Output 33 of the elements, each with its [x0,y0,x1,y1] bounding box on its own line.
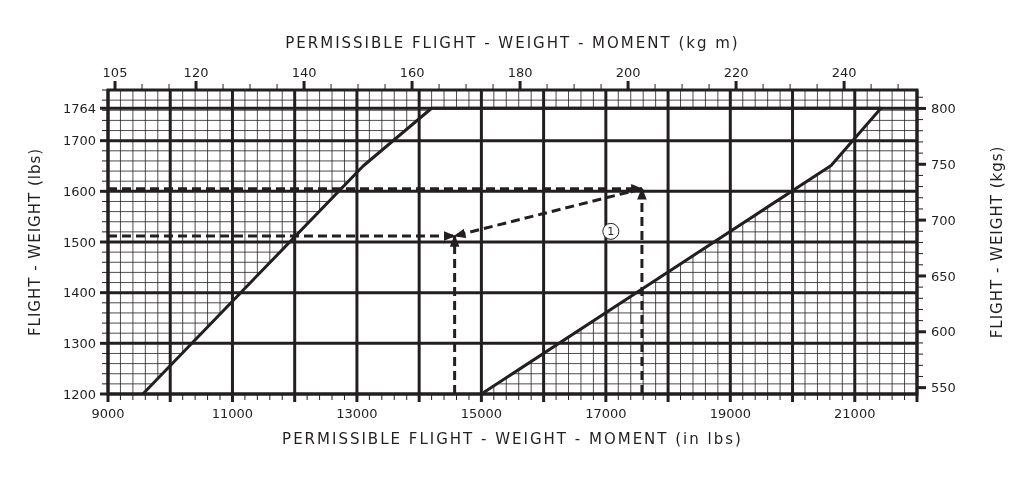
y2-axis-title: FLIGHT - WEIGHT (kgs) [988,145,1006,339]
x2-tick-label: 120 [183,65,209,80]
x2-tick-label: 160 [399,65,425,80]
y2-tick-label: 800 [931,100,956,116]
x2-tick-label: 240 [831,65,857,80]
y2-tick-label: 650 [931,268,956,284]
y-tick-label: 1300 [62,335,96,351]
x-tick-label: 9000 [91,406,125,421]
x2-tick-label: 180 [507,65,533,80]
y2-tick-label: 600 [931,324,956,340]
x2-tick-label: 220 [723,65,749,80]
x-tick-label: 13000 [336,406,378,421]
x-tick-label: 19000 [709,406,751,421]
x-tick-label: 11000 [211,406,254,421]
annotation: 1 [607,225,615,239]
x2-axis-title: PERMISSIBLE FLIGHT - WEIGHT - MOMENT (kg m) [285,34,740,52]
x2-tick-label: 140 [291,65,317,80]
y-tick-label: 1700 [62,133,96,149]
x-axis-title: PERMISSIBLE FLIGHT - WEIGHT - MOMENT (in lbs) [282,430,743,448]
y-tick-label: 1400 [62,285,96,301]
x-tick-label: 17000 [585,406,627,421]
y2-tick-label: 750 [931,156,956,172]
y-tick-label: 1600 [62,183,96,199]
y-tick-label: 1764 [62,100,96,116]
y-tick-label: 1500 [62,234,96,250]
x2-tick-label: 105 [102,65,128,80]
x2-tick-label: 200 [615,65,641,80]
y-axis-title: FLIGHT - WEIGHT (lbs) [26,147,44,337]
x-tick-label: 15000 [460,406,503,421]
y2-tick-label: 700 [931,212,956,228]
x-tick-label: 21000 [834,406,876,421]
y2-tick-label: 550 [931,380,956,396]
y-tick-label: 1200 [62,386,96,402]
